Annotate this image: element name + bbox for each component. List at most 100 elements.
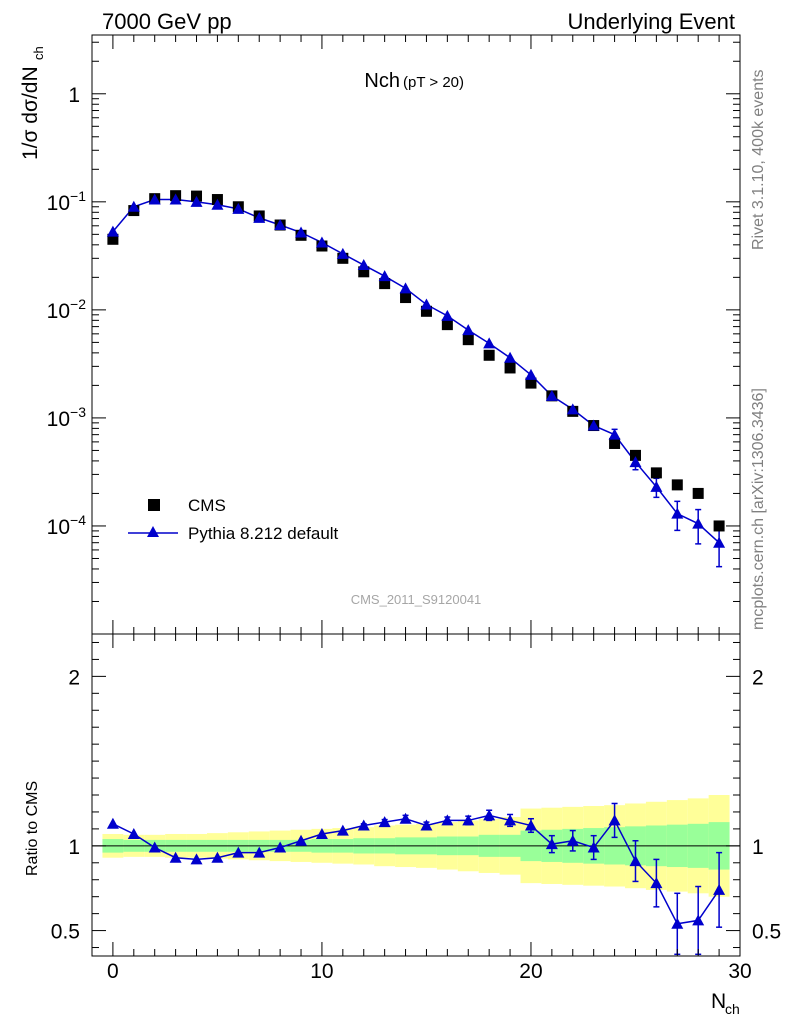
pythia-point (545, 389, 558, 401)
legend-label-pythia: Pythia 8.212 default (188, 524, 339, 543)
mcplots-label: mcplots.cern.ch [arXiv:1306.3436] (750, 388, 767, 630)
ratio-point (127, 827, 140, 839)
main-plot-area (106, 190, 726, 568)
chart-title-sub: (pT > 20) (403, 74, 464, 91)
pythia-point (608, 428, 621, 440)
cms-point (483, 349, 495, 361)
cms-point (462, 334, 474, 346)
pythia-point (190, 195, 203, 207)
header-right-text: Underlying Event (567, 9, 735, 34)
cms-point (609, 437, 621, 449)
pythia-line (112, 198, 720, 544)
ratio-point (357, 819, 370, 831)
analysis-watermark: CMS_2011_S9120041 (351, 592, 482, 607)
ratio-point (504, 814, 517, 826)
ratio-point (545, 838, 558, 850)
ratio-point (295, 834, 308, 846)
legend: CMS Pythia 8.212 default (128, 496, 339, 543)
x-axis-label: N ch (711, 990, 740, 1017)
ratio-y-tick-label: 2 (68, 666, 80, 689)
y-axis-label-sub: ch (31, 46, 46, 60)
ratio-point (253, 846, 266, 858)
ratio-line (112, 814, 720, 925)
y-tick-label: 10−2 (47, 296, 87, 323)
ratio-point (336, 824, 349, 836)
y-tick-label: 10−4 (47, 512, 87, 539)
cms-point (650, 467, 662, 479)
pythia-point (692, 517, 705, 529)
ratio-point (148, 841, 161, 853)
header-left-text: 7000 GeV pp (102, 9, 232, 34)
pythia-point (420, 298, 433, 310)
pythia-point (524, 368, 537, 380)
ratio-y-axis-label: Ratio to CMS (24, 781, 41, 876)
y-axis-label-main: 1/σ dσ/dN (19, 66, 42, 160)
ratio-point (232, 846, 245, 858)
pythia-point (399, 282, 412, 294)
pythia-point (713, 536, 726, 548)
legend-marker-cms (148, 499, 160, 511)
legend-label-cms: CMS (188, 496, 226, 515)
pythia-point (148, 193, 161, 205)
main-panel: 1 10−1 10−2 10−3 10−4 Nch (pT > 20) CMS_2011… (19, 34, 741, 635)
ratio-point (692, 914, 705, 926)
main-x-ticks (112, 35, 741, 634)
pythia-point (232, 202, 245, 214)
ratio-point (629, 855, 642, 867)
pythia-point (441, 309, 454, 321)
x-axis-label-main: N (711, 990, 726, 1013)
ratio-point (274, 841, 287, 853)
cms-point (629, 449, 641, 461)
ratio-point (378, 816, 391, 828)
pythia-point (357, 259, 370, 271)
ratio-point (608, 814, 621, 826)
ratio-point (315, 827, 328, 839)
ratio-point (566, 834, 579, 846)
y-tick-label: 10−1 (47, 188, 87, 215)
ratio-point (713, 883, 726, 895)
chart-title: Nch (364, 70, 400, 92)
pythia-point (295, 226, 308, 238)
rivet-label: Rivet 3.1.10, 400k events (750, 69, 767, 250)
ratio-point (399, 812, 412, 824)
pythia-point (315, 236, 328, 248)
ratio-point (420, 819, 433, 831)
ratio-frame (91, 633, 741, 957)
pythia-point (462, 324, 475, 336)
main-y-axis-label: 1/σ dσ/dN ch (19, 46, 46, 160)
pythia-point (274, 219, 287, 231)
pythia-point (587, 419, 600, 431)
x-tick-label: 30 (728, 960, 751, 983)
pythia-point (336, 247, 349, 259)
main-y-axis: 1 10−1 10−2 10−3 10−4 (47, 41, 740, 635)
cms-point (671, 479, 683, 491)
y-tick-label: 10−3 (47, 404, 87, 431)
ratio-y-axis: 0.5 0.5 1 1 2 2 (51, 641, 781, 949)
cms-point (504, 362, 516, 374)
ratio-point (483, 809, 496, 821)
ratio-x-axis: 0 10 20 30 (91, 634, 752, 983)
cms-point (107, 233, 119, 245)
pythia-point (650, 480, 663, 492)
cms-point (358, 266, 370, 278)
ratio-point (441, 814, 454, 826)
pythia-point (106, 225, 119, 237)
cms-point (420, 305, 432, 317)
y-tick-label: 1 (68, 84, 80, 107)
pythia-point (211, 198, 224, 210)
ratio-point (587, 841, 600, 853)
ratio-point (462, 814, 475, 826)
ratio-point (106, 817, 119, 829)
pythia-point (169, 193, 182, 205)
ratio-y-tick-label-right: 0.5 (752, 921, 781, 944)
pythia-point (671, 507, 684, 519)
ratio-panel: 0.5 0.5 1 1 2 2 0 10 20 30 Ratio to CMS N ch (24, 633, 781, 1017)
ratio-point (524, 819, 537, 831)
ratio-plot-area (92, 795, 740, 956)
pythia-point (504, 351, 517, 363)
pythia-point (253, 211, 266, 223)
cms-point (379, 278, 391, 290)
ratio-point (211, 851, 224, 863)
x-tick-label: 0 (107, 960, 119, 983)
